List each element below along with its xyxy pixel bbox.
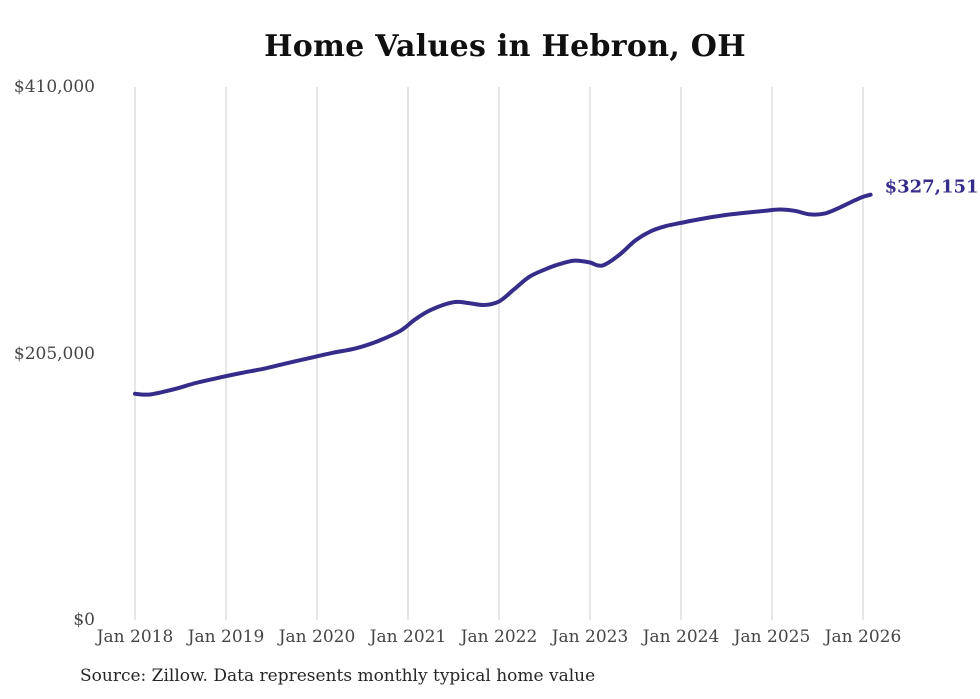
x-tick-label: Jan 2022 bbox=[460, 627, 538, 647]
x-tick-label: Jan 2026 bbox=[824, 627, 902, 647]
home-value-line bbox=[133, 192, 873, 397]
y-tick-label: $0 bbox=[73, 610, 95, 630]
x-tick-label: Jan 2025 bbox=[733, 627, 811, 647]
chart-title: Home Values in Hebron, OH bbox=[264, 29, 746, 64]
x-tick-label: Jan 2018 bbox=[96, 627, 174, 647]
x-tick-label: Jan 2024 bbox=[642, 627, 720, 647]
x-tick-label: Jan 2021 bbox=[369, 627, 447, 647]
gridlines bbox=[134, 87, 864, 620]
y-tick-label: $205,000 bbox=[13, 343, 95, 364]
x-tick-label: Jan 2020 bbox=[278, 627, 356, 647]
y-tick-label: $410,000 bbox=[13, 77, 95, 97]
latest-value-label: $327,151 bbox=[884, 176, 979, 198]
source-note: Source: Zillow. Data represents monthly … bbox=[80, 666, 596, 686]
x-tick-label: Jan 2019 bbox=[187, 627, 265, 647]
x-tick-label: Jan 2023 bbox=[551, 627, 629, 647]
